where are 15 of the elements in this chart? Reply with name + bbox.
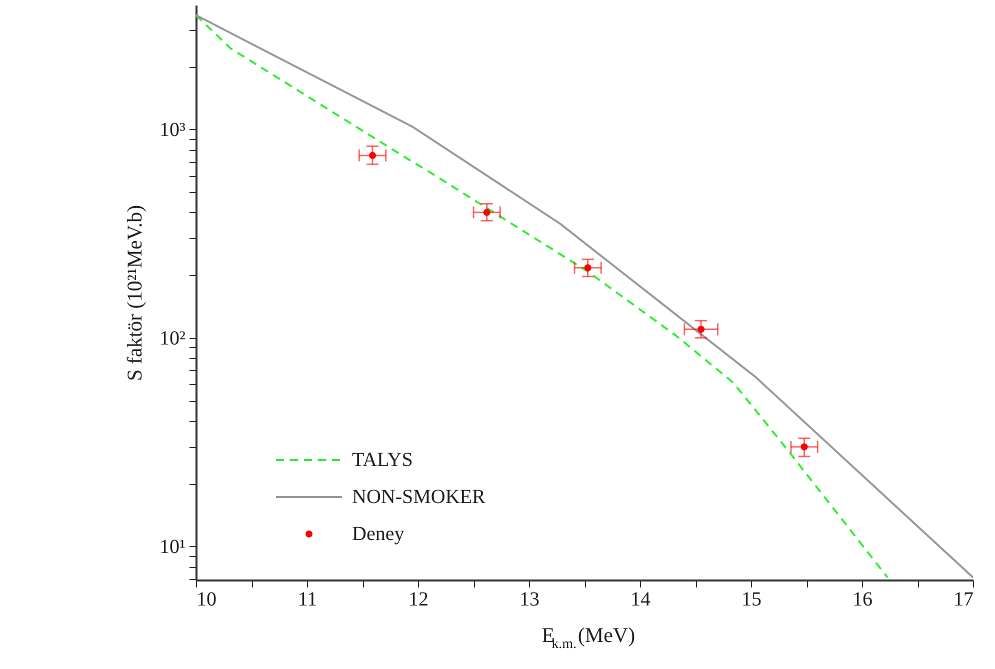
x-tick-label: 10 xyxy=(196,588,216,610)
x-tick-label: 12 xyxy=(408,588,428,610)
x-tick-label: 11 xyxy=(298,588,318,610)
legend-label: TALYS xyxy=(352,449,413,471)
legend-label: Deney xyxy=(352,523,404,545)
y-axis-title: S faktör (10²¹MeV.b) xyxy=(122,204,147,382)
x-tick-label: 15 xyxy=(742,588,762,610)
x-tick-label: 13 xyxy=(520,588,540,610)
y-tick-label: 10¹ xyxy=(160,536,186,558)
x-tick-label: 17 xyxy=(954,588,974,610)
y-tick-label: 10³ xyxy=(160,118,186,141)
legend-label: NON-SMOKER xyxy=(352,486,486,508)
x-tick-label: 14 xyxy=(630,588,650,610)
y-tick-label: 10² xyxy=(160,327,186,350)
x-tick-label: 16 xyxy=(852,588,872,610)
